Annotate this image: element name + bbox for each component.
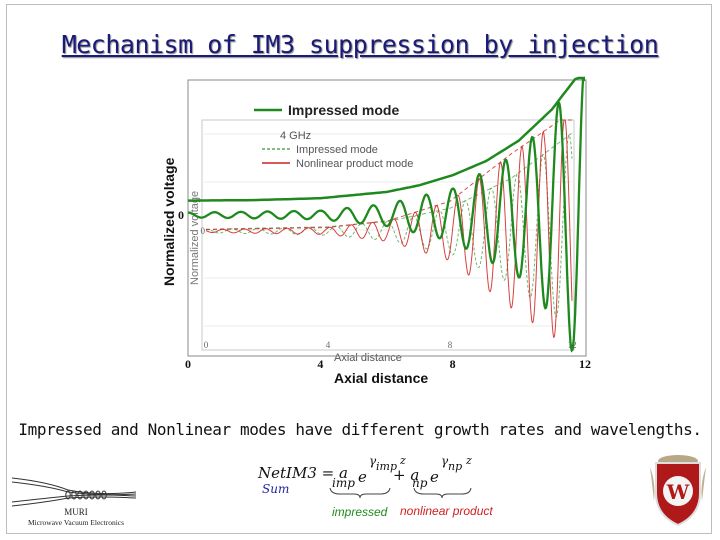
formula-sum-label: Sum [262,482,290,496]
inset-x-tick-12: 12 [568,340,577,350]
formula-nonlinear-label: nonlinear product [400,504,493,518]
formula-exp1-sub: imp [376,460,397,473]
inset-x-tick-4: 4 [326,340,331,350]
slide-frame [6,4,712,534]
nonlinear-brace [413,487,472,499]
inset-oscillation-1 [205,119,573,339]
inset-legend-nonlinear: Nonlinear product mode [296,158,413,170]
x-tick-12: 12 [579,357,591,371]
inset-oscillation-0 [206,134,573,319]
formula: NetIM3 = a imp e γ imp z + a np e γ np z… [250,454,510,524]
inset-x-tick-8: 8 [448,340,453,350]
formula-e2: e [430,468,439,486]
inset-x-tick-0: 0 [204,340,209,350]
formula-exp2-z: z [466,454,472,467]
inset-y-tick-0: 0 [201,226,206,236]
inset-title: 4 GHz [280,130,311,142]
inset-xlabel: Axial distance [334,352,402,364]
x-tick-0: 0 [185,357,191,371]
logo-muri: MURI [64,507,88,517]
inset-envelope-0 [205,132,573,230]
formula-exp2-sub: np [448,460,463,473]
formula-sub-np: np [412,476,428,490]
inset-envelope-1 [205,119,572,231]
muri-logo: MURI Microwave Vacuum Electronics [11,477,137,527]
formula-braces [329,487,472,499]
impressed-envelope-line [188,76,585,202]
plot-frame [187,79,587,357]
university-crest: W [650,455,706,527]
inset-frame [201,119,575,351]
formula-sub-imp: imp [332,476,355,490]
formula-lhs: NetIM3 = a [258,464,348,482]
formula-exp2: γ [441,454,449,468]
impressed-brace [329,487,391,499]
formula-e1: e [358,468,367,486]
inset-chart: 4 GHz Impressed mode Nonlinear product m… [189,119,577,364]
formula-exp1-z: z [400,454,406,467]
tube-icon [11,477,137,507]
y-axis-label: Normalized voltage [161,157,177,286]
formula-exp1: γ [369,454,377,468]
crest-letter: W [666,480,690,504]
chart: 4 GHz Impressed mode Nonlinear product m… [161,76,591,386]
logo-subtitle: Microwave Vacuum Electronics [28,518,124,527]
formula-impressed-label: impressed [332,505,388,519]
formula-plus: + a [393,466,420,484]
impressed-oscillation-line [188,78,585,353]
x-axis-label: Axial distance [334,370,428,386]
legend-impressed: Impressed mode [288,102,399,118]
y-tick-0: 0 [178,208,184,222]
caption: Impressed and Nonlinear modes have diffe… [18,420,702,439]
inset-legend-impressed: Impressed mode [296,144,378,156]
inset-ylabel: Normalized voltage [189,191,201,285]
x-tick-8: 8 [450,357,456,371]
slide-title: Mechanism of IM3 suppression by injectio… [61,30,659,59]
x-tick-4: 4 [317,357,323,371]
